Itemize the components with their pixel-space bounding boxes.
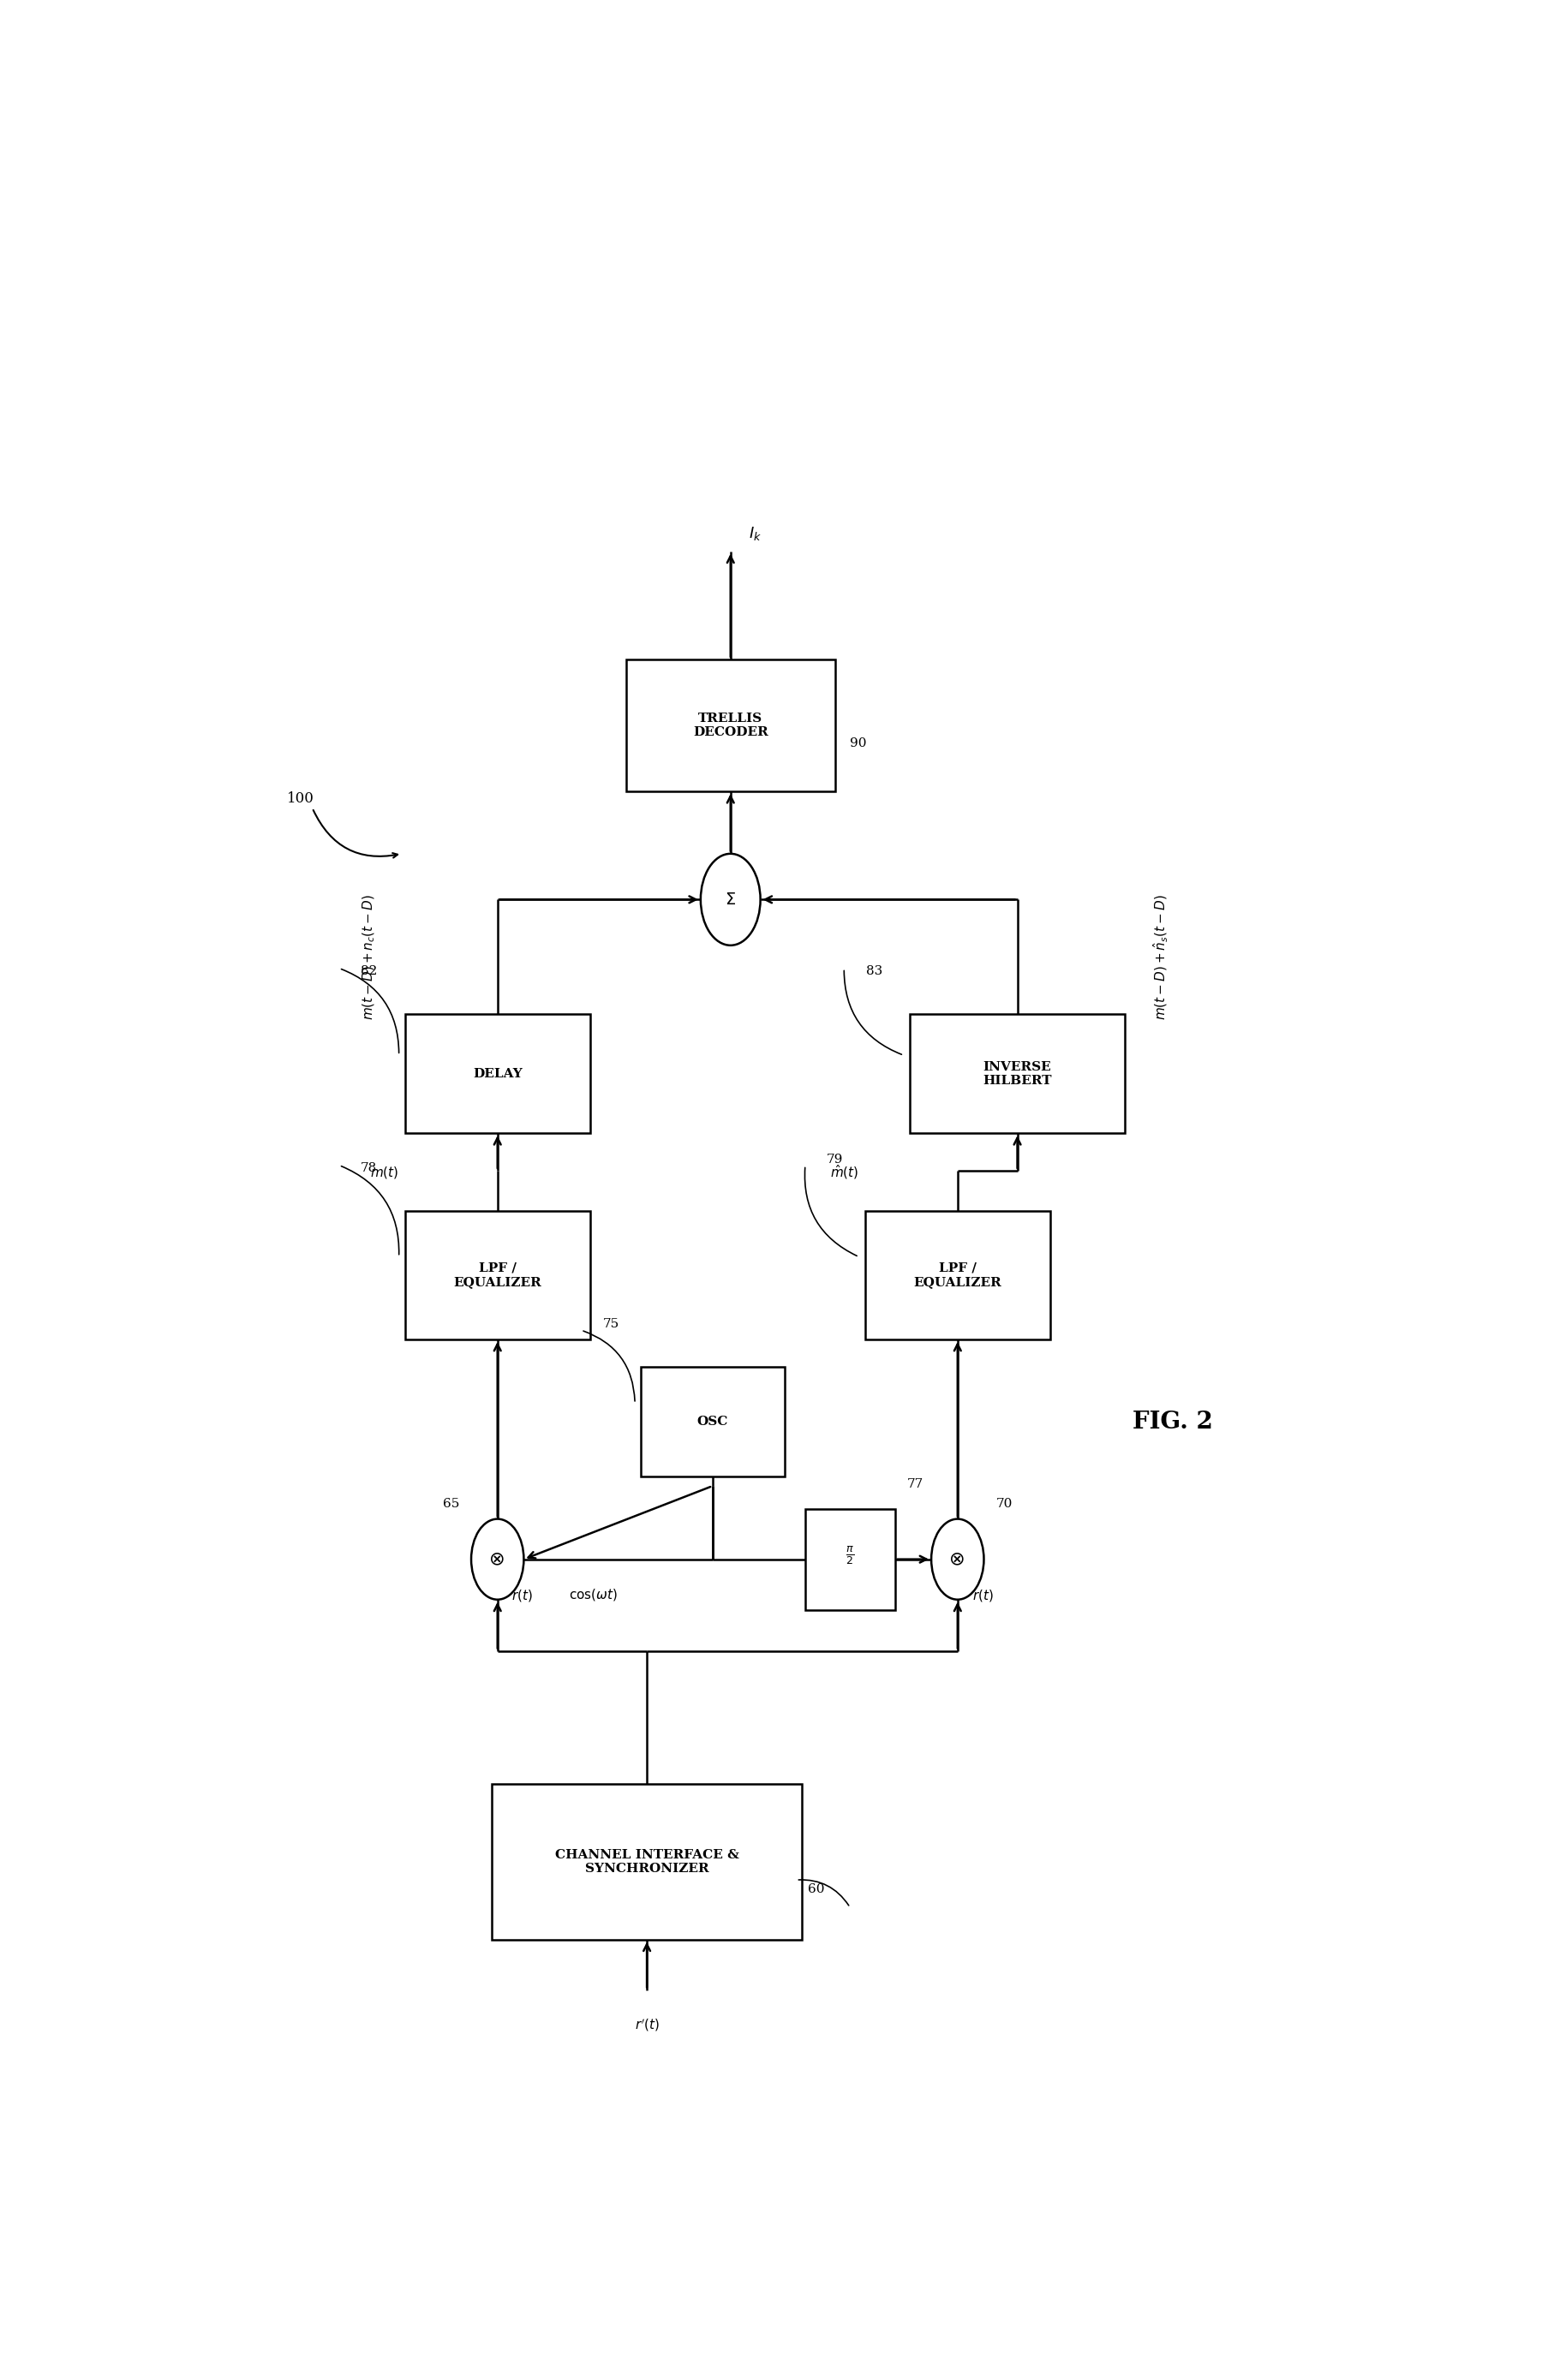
Text: 82: 82 <box>361 966 378 978</box>
Text: $\hat{m}(t)$: $\hat{m}(t)$ <box>831 1164 859 1180</box>
Text: $I_k$: $I_k$ <box>748 526 762 543</box>
Text: Σ: Σ <box>725 892 736 907</box>
Bar <box>626 659 836 793</box>
Bar <box>406 1211 591 1340</box>
Text: ⊗: ⊗ <box>489 1552 506 1568</box>
Text: TRELLIS
DECODER: TRELLIS DECODER <box>692 712 768 738</box>
Bar <box>865 1211 1050 1340</box>
Text: 70: 70 <box>996 1497 1013 1509</box>
Text: 79: 79 <box>827 1154 843 1166</box>
Bar <box>641 1366 785 1476</box>
Text: LPF /
EQUALIZER: LPF / EQUALIZER <box>453 1261 541 1288</box>
Circle shape <box>931 1518 984 1599</box>
Text: 90: 90 <box>850 738 867 750</box>
Bar <box>805 1509 894 1609</box>
Bar <box>406 1014 591 1133</box>
Text: 78: 78 <box>361 1161 378 1173</box>
Text: ⊗: ⊗ <box>950 1552 965 1568</box>
Text: $r(t)$: $r(t)$ <box>971 1587 993 1604</box>
Text: $m(t-D) + n_c(t-D)$: $m(t-D) + n_c(t-D)$ <box>361 895 376 1019</box>
Bar <box>492 1783 802 1940</box>
Text: 60: 60 <box>808 1883 825 1894</box>
Text: $m(t-D) + \hat{n}_s(t-D)$: $m(t-D) + \hat{n}_s(t-D)$ <box>1152 895 1170 1019</box>
Text: $\frac{\pi}{2}$: $\frac{\pi}{2}$ <box>845 1545 854 1566</box>
Text: 100: 100 <box>287 793 315 807</box>
Circle shape <box>472 1518 524 1599</box>
Text: LPF /
EQUALIZER: LPF / EQUALIZER <box>913 1261 1002 1288</box>
Text: OSC: OSC <box>697 1416 728 1428</box>
Text: 77: 77 <box>907 1478 924 1490</box>
Text: 83: 83 <box>865 966 882 978</box>
Text: $\cos(\omega t)$: $\cos(\omega t)$ <box>569 1587 617 1602</box>
Text: $m(t)$: $m(t)$ <box>370 1164 399 1180</box>
Text: INVERSE
HILBERT: INVERSE HILBERT <box>982 1061 1052 1088</box>
Text: $r(t)$: $r(t)$ <box>512 1587 534 1604</box>
Bar <box>910 1014 1126 1133</box>
Circle shape <box>700 854 760 945</box>
Text: CHANNEL INTERFACE &
SYNCHRONIZER: CHANNEL INTERFACE & SYNCHRONIZER <box>555 1849 739 1875</box>
Text: 75: 75 <box>603 1319 620 1330</box>
Text: FIG. 2: FIG. 2 <box>1132 1411 1214 1433</box>
Text: DELAY: DELAY <box>473 1069 523 1081</box>
Text: $r'(t)$: $r'(t)$ <box>634 2018 660 2033</box>
Text: 65: 65 <box>443 1497 460 1509</box>
